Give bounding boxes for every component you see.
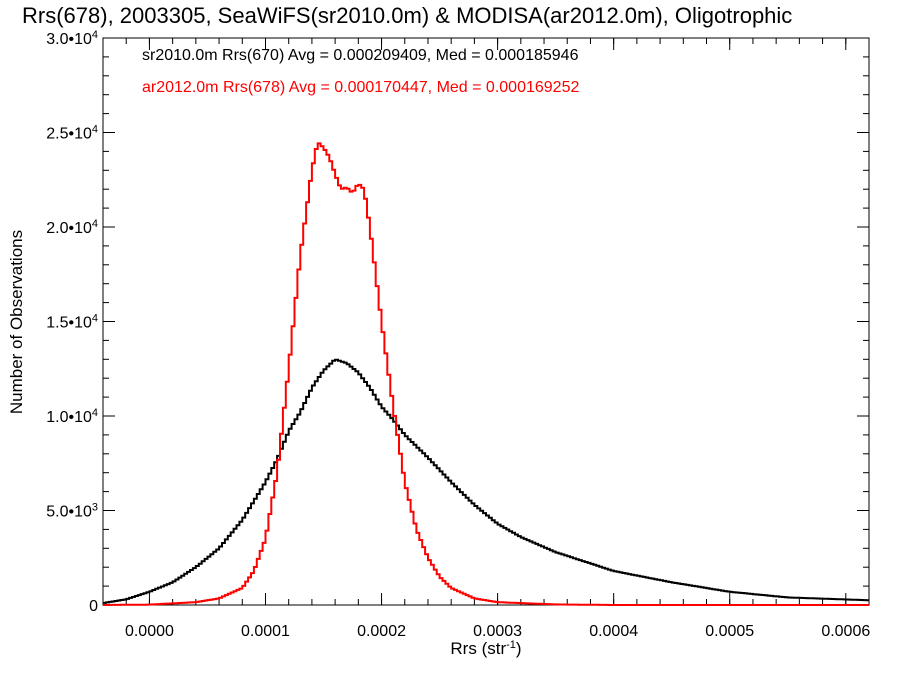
x-tick-labels: 0.0000 0.0001 0.0002 0.0003 0.0004 0.0005 0.00… <box>125 623 870 640</box>
y-tick-label: 1.5•104 <box>46 313 98 332</box>
x-tick-label: 0.0004 <box>589 623 638 640</box>
series-0-line <box>103 358 869 604</box>
x-tick-label: 0.0002 <box>357 623 406 640</box>
series-1-line <box>103 142 869 606</box>
x-axis-label-text: Rrs (str <box>450 639 506 658</box>
x-tick-label: 0.0001 <box>241 623 290 640</box>
y-tick-label: 2.0•104 <box>46 218 98 237</box>
y-tick-label: 1.0•104 <box>46 407 98 426</box>
x-axis-label: Rrs (str-1) <box>450 639 521 658</box>
annotation-sr2010: sr2010.0m Rrs(670) Avg = 0.000209409, Me… <box>142 47 579 64</box>
series-layer <box>103 142 869 606</box>
axis-ticks <box>102 37 870 606</box>
chart-title: Rrs(678), 2003305, SeaWiFS(sr2010.0m) & … <box>22 3 792 28</box>
x-tick-label: 0.0003 <box>473 623 522 640</box>
y-tick-label: 3.0•104 <box>46 29 98 48</box>
y-tick-label: 2.5•104 <box>46 124 98 143</box>
plot-frame <box>102 37 870 606</box>
x-axis-label-end: ) <box>516 639 522 658</box>
annotation-ar2012: ar2012.0m Rrs(678) Avg = 0.000170447, Me… <box>142 79 579 96</box>
x-axis-label-sup: -1 <box>506 639 516 651</box>
x-tick-label: 0.0000 <box>125 623 174 640</box>
y-tick-label: 0 <box>89 598 98 615</box>
y-axis-label: Number of Observations <box>7 230 26 414</box>
y-tick-label: 5.0•103 <box>46 502 98 521</box>
x-tick-label: 0.0006 <box>821 623 870 640</box>
x-tick-label: 0.0005 <box>705 623 754 640</box>
y-tick-labels: 0 5.0•103 1.0•104 1.5•104 2.0•104 2.5•104 3.0•… <box>46 29 98 615</box>
